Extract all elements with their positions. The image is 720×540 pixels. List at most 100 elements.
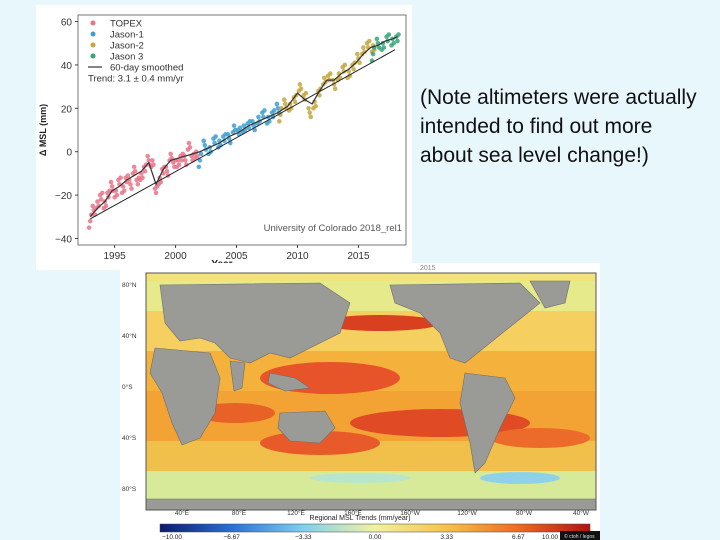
- data-point-topex: [151, 162, 156, 168]
- data-point-topex: [120, 184, 126, 189]
- credit-text: © ctoh / legos: [564, 533, 595, 540]
- lon-label: 40°W: [573, 509, 590, 517]
- data-point-topex: [114, 192, 120, 198]
- data-point-jason-1: [201, 138, 207, 144]
- credit-logo: [560, 531, 600, 540]
- y-tick-label: 20: [61, 104, 73, 115]
- data-point-topex: [128, 181, 133, 187]
- data-point-jason-2: [281, 97, 287, 102]
- legend-marker: [90, 20, 96, 26]
- data-point-jason-2: [292, 99, 298, 105]
- data-point-jason-1: [275, 106, 281, 111]
- data-point-jason-1: [250, 119, 255, 124]
- data-point-jason-2: [298, 86, 304, 92]
- x-tick-label: 2015: [347, 251, 370, 262]
- lon-label: 120°E: [287, 509, 305, 517]
- data-point-jason-1: [213, 134, 218, 139]
- legend-label: Jason-1: [110, 30, 144, 41]
- data-point-jason-2: [355, 51, 360, 57]
- lon-label: 160°E: [344, 509, 362, 517]
- lat-label: 0°S: [122, 383, 133, 391]
- data-point-jason-3: [370, 51, 376, 57]
- data-point-jason-2: [357, 60, 362, 66]
- data-point-topex: [103, 203, 109, 209]
- longitude-labels: 40°E 80°E 120°E 160°E 160°W 120°W 80°W 40°W: [175, 509, 590, 517]
- data-point-jason-3: [396, 32, 401, 37]
- legend-label: 60-day smoothed: [110, 63, 183, 74]
- y-tick-label: −40: [55, 234, 72, 245]
- legend-label: Jason-2: [110, 41, 144, 52]
- data-point-jason-1: [241, 123, 247, 128]
- data-point-topex: [131, 164, 137, 170]
- data-point-jason-1: [237, 125, 243, 131]
- data-point-jason-3: [381, 45, 387, 50]
- australia-shape: [277, 410, 336, 444]
- lat-label: 80°S: [122, 485, 137, 493]
- lat-label: 80°N: [122, 281, 137, 289]
- sea-level-chart-svg: −40−20020406019952000200520102015YearΔ M…: [38, 14, 407, 270]
- x-tick-label: 2005: [225, 251, 248, 262]
- colorbar-tick-label: 0.00: [369, 534, 382, 540]
- data-point-topex: [98, 197, 104, 202]
- colorbar: [159, 523, 591, 533]
- data-point-jason-1: [274, 101, 280, 107]
- data-point-jason-1: [202, 142, 208, 148]
- antarctica-shape: [145, 498, 597, 511]
- x-tick-label: 1995: [103, 251, 126, 262]
- smoothed-line: [89, 36, 398, 218]
- data-point-topex: [179, 158, 184, 163]
- data-point-topex: [186, 140, 192, 146]
- colorbar-label: Regional MSL Trends (mm/year): [310, 515, 411, 522]
- data-point-topex: [153, 190, 159, 196]
- data-point-jason-2: [361, 45, 366, 50]
- lat-label: 40°S: [122, 434, 137, 442]
- map-frame: [145, 272, 597, 511]
- data-point-topex: [96, 203, 101, 209]
- data-point-topex: [121, 188, 127, 194]
- data-point-jason-2: [308, 114, 314, 120]
- data-point-jason-1: [198, 151, 204, 157]
- data-point-jason-2: [356, 56, 361, 61]
- lat-label: 40°N: [122, 332, 137, 340]
- latitude-labels: 80°N 40°N 0°S 40°S 80°S: [122, 281, 137, 493]
- legend-marker: [90, 42, 96, 48]
- data-point-jason-2: [277, 119, 282, 124]
- continents: [145, 280, 597, 511]
- data-point-jason-2: [306, 106, 311, 111]
- data-point-jason-2: [366, 38, 372, 44]
- legend-label: TOPEX: [110, 19, 143, 30]
- lon-label: 160°W: [400, 509, 420, 517]
- north-america-shape: [389, 282, 541, 364]
- data-point-jason-1: [252, 127, 257, 133]
- colorbar-tick-label: 3.33: [440, 534, 453, 540]
- data-point-topex: [183, 158, 188, 163]
- data-point-topex: [146, 158, 152, 163]
- data-point-jason-1: [271, 108, 277, 113]
- data-point-jason-2: [332, 86, 338, 92]
- data-point-jason-2: [297, 82, 303, 87]
- lon-label: 80°W: [516, 509, 533, 517]
- data-point-jason-2: [282, 101, 288, 107]
- y-tick-label: 0: [66, 148, 72, 159]
- colorbar-tick-label: −3.33: [295, 534, 312, 540]
- data-point-topex: [168, 151, 173, 157]
- legend-label: Jason 3: [110, 52, 143, 63]
- msl-trend-map-svg: 2015 80°N 40°N 0°S 40°S 80°S 40°E 80°E 120°E 16…: [122, 265, 600, 540]
- data-point-topex: [187, 145, 193, 150]
- data-point-topex: [142, 168, 148, 174]
- data-point-jason-2: [322, 75, 327, 81]
- africa-shape: [149, 347, 221, 446]
- data-point-topex: [108, 179, 114, 185]
- india-shape: [229, 360, 246, 392]
- data-point-jason-2: [303, 90, 309, 96]
- data-point-jason-2: [327, 71, 333, 76]
- data-point-topex: [118, 175, 123, 181]
- lon-label: 40°E: [175, 509, 190, 517]
- data-point-topex: [150, 158, 155, 163]
- legend-label: Trend: 3.1 ± 0.4 mm/yr: [88, 74, 184, 85]
- greenland-shape: [529, 280, 571, 309]
- map-header-fragment: 2015: [420, 265, 436, 272]
- data-point-topex: [125, 173, 131, 178]
- se-asia-shape: [267, 372, 311, 392]
- data-point-jason-2: [362, 49, 367, 55]
